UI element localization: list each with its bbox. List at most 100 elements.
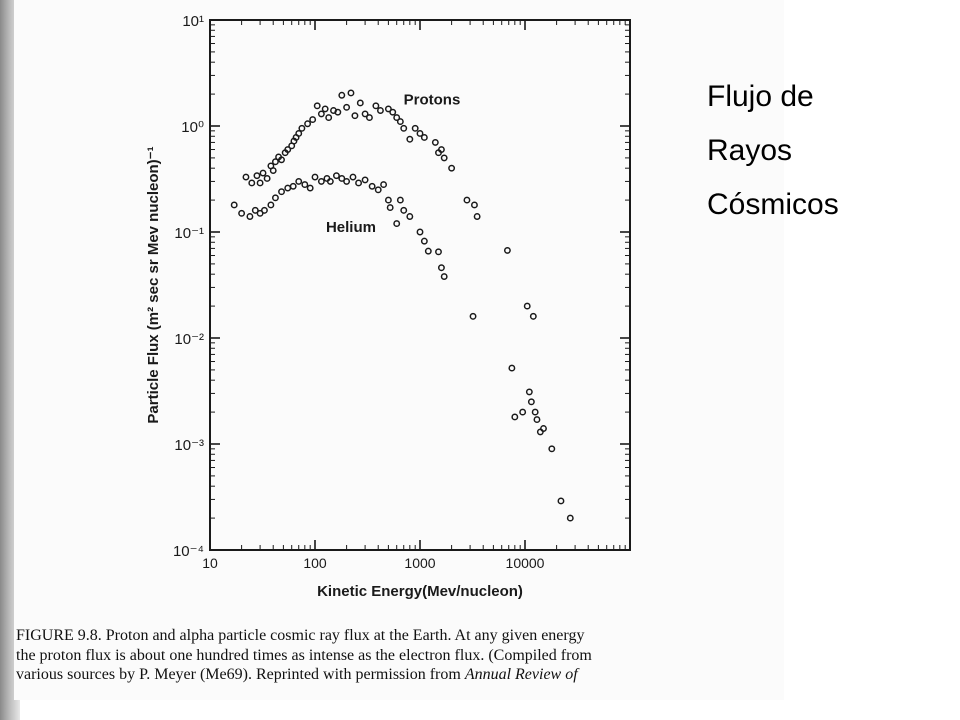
protons-data-point xyxy=(309,116,317,124)
figure-caption: FIGURE 9.8. Proton and alpha particle co… xyxy=(16,626,786,685)
protons-data-point xyxy=(325,114,333,122)
high-energy-data-point xyxy=(508,364,516,372)
helium-data-point xyxy=(435,248,442,256)
protons-data-point xyxy=(469,312,477,320)
protons-data-point xyxy=(416,130,424,137)
high-energy-data-point xyxy=(525,388,533,396)
protons-data-point xyxy=(347,89,355,97)
x-axis-title: Kinetic Energy(Mev/nucleon) xyxy=(317,583,523,600)
annotation-helium: Helium xyxy=(326,219,376,236)
y-tick-label: 10⁰ xyxy=(181,119,204,136)
caption-line-2: the proton flux is about one hundred tim… xyxy=(16,646,592,664)
protons-data-point xyxy=(376,107,384,114)
helium-data-point xyxy=(437,264,445,272)
y-tick-label: 10⁻² xyxy=(174,331,204,348)
slide-title-line-1: Flujo de xyxy=(707,80,814,113)
helium-data-point xyxy=(301,181,309,189)
protons-data-point xyxy=(365,114,373,122)
protons-data-point xyxy=(242,173,250,181)
protons-data-point xyxy=(384,105,392,113)
caption-line-3: various sources by P. Meyer (Me69). Repr… xyxy=(16,665,786,685)
protons-data-point xyxy=(343,103,351,111)
protons-data-point xyxy=(295,130,303,137)
high-energy-data-point xyxy=(527,398,535,406)
helium-data-point xyxy=(349,173,357,181)
helium-data-point xyxy=(289,182,297,190)
protons-data-point xyxy=(263,175,271,182)
helium-data-point xyxy=(267,201,275,209)
x-tick-label: 1000 xyxy=(404,555,435,571)
slide-title-line-2: Rayos xyxy=(707,134,793,167)
high-energy-data-point xyxy=(533,416,541,424)
helium-data-point xyxy=(230,201,238,209)
protons-data-point xyxy=(523,302,531,310)
protons-data-point xyxy=(321,105,329,113)
y-tick-label: 10⁻¹ xyxy=(174,225,204,242)
protons-data-point xyxy=(356,99,364,107)
x-tick-label: 10000 xyxy=(506,555,545,571)
helium-data-point xyxy=(368,182,376,190)
protons-data-point xyxy=(411,124,419,132)
protons-data-point xyxy=(400,124,408,132)
y-tick-label: 10¹ xyxy=(182,13,204,30)
protons-data-point xyxy=(473,213,481,220)
helium-data-point xyxy=(384,196,392,204)
x-tick-label: 100 xyxy=(303,555,327,571)
protons-data-point xyxy=(278,156,285,164)
helium-data-point xyxy=(396,196,404,204)
helium-data-point xyxy=(420,237,428,245)
helium-data-point xyxy=(355,179,363,187)
protons-data-point xyxy=(334,108,342,116)
helium-data-point xyxy=(295,177,303,185)
helium-data-point xyxy=(374,186,382,194)
helium-data-point xyxy=(343,177,351,185)
helium-data-point xyxy=(338,175,346,182)
helium-data-point xyxy=(400,206,408,214)
helium-data-point xyxy=(393,220,401,228)
y-axis-title: Particle Flux (m² sec sr Mev nucleon)⁻¹ xyxy=(145,146,162,423)
helium-data-point xyxy=(284,184,292,192)
helium-data-point xyxy=(406,213,414,220)
cosmic-ray-flux-chart: 10 100 1000 10000 10¹ 10⁰ 10⁻¹ 10⁻² 10⁻³ 10⁻⁴ Kine… xyxy=(130,10,650,610)
helium-data-point xyxy=(332,172,340,180)
caption-emphasis: Annual Review of xyxy=(464,666,578,683)
slide-title-line-3: Cósmicos xyxy=(707,188,839,221)
y-tick-label: 10⁻³ xyxy=(174,437,204,454)
helium-data-point xyxy=(386,204,394,212)
protons-data-point xyxy=(304,120,312,128)
helium-data-point xyxy=(361,176,369,184)
helium-data-point xyxy=(416,228,424,236)
helium-data-point xyxy=(260,206,268,214)
x-tick-label: 10 xyxy=(202,555,218,571)
protons-data-point xyxy=(284,146,292,153)
high-energy-data-point xyxy=(531,408,539,416)
protons-data-point xyxy=(389,108,397,116)
protons-data-point xyxy=(259,169,267,177)
protons-data-point xyxy=(431,138,439,146)
high-energy-data-point xyxy=(519,408,527,416)
protons-data-point xyxy=(503,246,511,254)
protons-data-point xyxy=(440,154,448,162)
annotation-protons: Protons xyxy=(404,91,461,108)
helium-data-point xyxy=(424,247,432,255)
high-energy-data-point xyxy=(540,425,547,432)
protons-data-point xyxy=(406,135,414,143)
protons-data-point xyxy=(448,164,456,172)
chart-svg: 10 100 1000 10000 10¹ 10⁰ 10⁻¹ 10⁻² 10⁻³ 10⁻⁴ Kine… xyxy=(145,13,631,600)
protons-data-point xyxy=(351,112,359,120)
helium-data-point xyxy=(278,188,285,196)
helium-data-point xyxy=(271,194,279,202)
helium-data-point xyxy=(317,177,325,185)
high-energy-data-point xyxy=(511,413,519,421)
protons-data-point xyxy=(313,102,321,110)
helium-data-point xyxy=(238,209,246,217)
protons-data-point xyxy=(393,114,401,122)
helium-data-point xyxy=(311,173,319,181)
caption-line-1: FIGURE 9.8. Proton and alpha particle co… xyxy=(16,627,585,644)
protons-data-point xyxy=(271,158,279,166)
protons-data-point xyxy=(437,146,445,153)
helium-data-point xyxy=(440,273,448,280)
protons-data-point xyxy=(317,110,325,118)
high-energy-data-point xyxy=(557,497,565,505)
protons-data-point xyxy=(298,124,306,132)
